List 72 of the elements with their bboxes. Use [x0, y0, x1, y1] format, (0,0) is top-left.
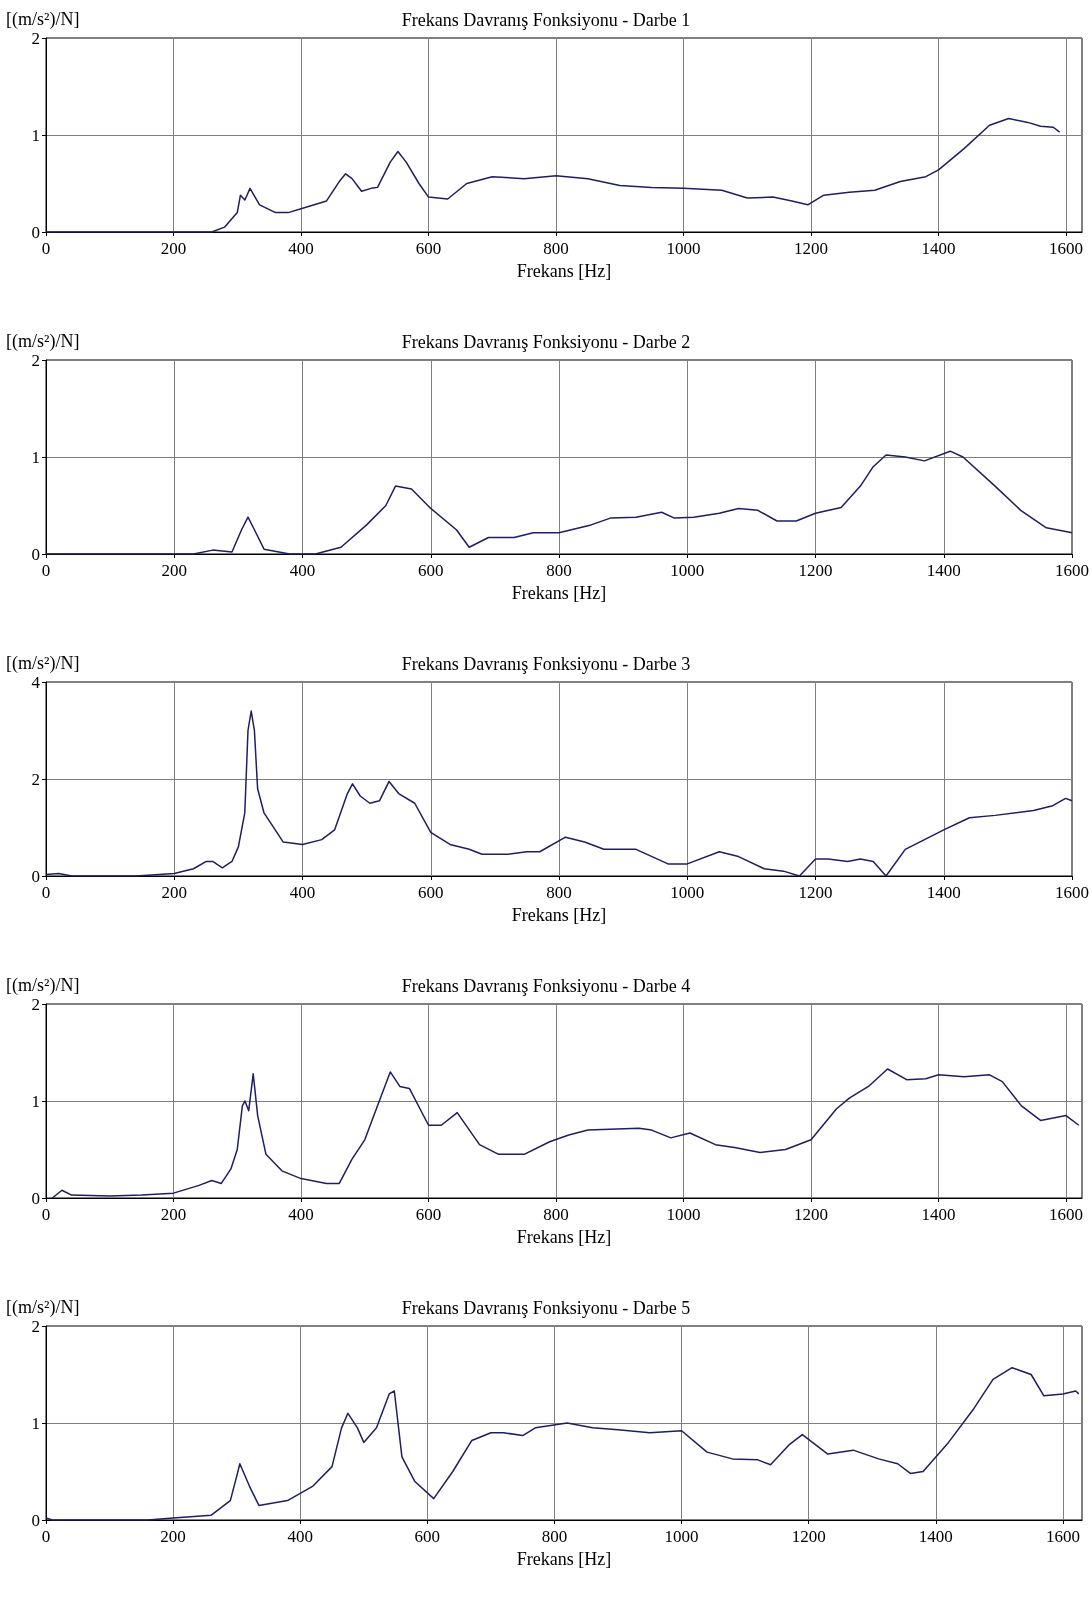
x-tick-label: 600 — [415, 239, 442, 258]
x-tick-label: 800 — [543, 239, 569, 258]
x-tick-label: 200 — [160, 239, 187, 258]
x-tick-label: 200 — [160, 1205, 187, 1224]
x-tick-label: 400 — [289, 883, 316, 902]
x-tick-label: 1000 — [666, 1205, 701, 1224]
x-tick-label: 1600 — [1055, 561, 1089, 580]
line-series — [45, 117, 1061, 233]
chart-title: Frekans Davranış Fonksiyonu - Darbe 2 — [401, 332, 691, 352]
y-tick-label: 2 — [31, 350, 40, 370]
x-tick-label: 200 — [161, 561, 187, 580]
x-tick-label: 800 — [543, 1205, 569, 1224]
x-tick-label: 1600 — [1055, 883, 1089, 902]
x-tick-label: 800 — [546, 883, 572, 902]
x-axis-title: Frekans [Hz] — [511, 905, 607, 925]
y-tick-label: 0 — [31, 544, 40, 564]
x-tick-label: 400 — [289, 561, 316, 580]
x-tick-label: 1600 — [1049, 1205, 1084, 1224]
line-series — [51, 1068, 1080, 1199]
x-axis-title: Frekans [Hz] — [516, 1227, 612, 1247]
x-axis-title: Frekans [Hz] — [516, 261, 612, 281]
x-tick-label: 1600 — [1045, 1527, 1080, 1546]
x-tick-label: 600 — [414, 1527, 441, 1546]
x-tick-label: 1000 — [670, 561, 705, 580]
chart-title: Frekans Davranış Fonksiyonu - Darbe 1 — [401, 10, 691, 30]
y-axis-title: [(m/s²)/N] — [6, 9, 80, 30]
x-tick-label: 1400 — [926, 561, 961, 580]
x-tick-label: 600 — [418, 561, 444, 580]
x-tick-label: 1000 — [664, 1527, 699, 1546]
y-tick-label: 1 — [31, 447, 40, 467]
x-tick-label: 1200 — [791, 1527, 826, 1546]
y-tick-label: 2 — [31, 994, 40, 1014]
chart-title: Frekans Davranış Fonksiyonu - Darbe 5 — [401, 1298, 691, 1318]
y-axis-title: [(m/s²)/N] — [6, 975, 80, 996]
x-tick-label: 1000 — [666, 239, 701, 258]
x-tick-label: 1400 — [921, 1205, 956, 1224]
x-tick-label: 800 — [541, 1527, 568, 1546]
y-tick-label: 0 — [31, 222, 40, 242]
y-tick-label: 0 — [31, 866, 40, 886]
x-tick-label: 400 — [288, 239, 314, 258]
y-tick-label: 2 — [31, 28, 40, 48]
y-axis-title: [(m/s²)/N] — [6, 653, 80, 674]
x-tick-label: 200 — [161, 883, 187, 902]
y-tick-label: 1 — [31, 1413, 40, 1433]
chart-title: Frekans Davranış Fonksiyonu - Darbe 3 — [401, 654, 691, 674]
x-axis-title: Frekans [Hz] — [516, 1549, 612, 1569]
y-tick-label: 1 — [31, 1091, 40, 1111]
x-tick-label: 1400 — [921, 239, 956, 258]
x-tick-label: 1000 — [670, 883, 705, 902]
x-tick-label: 400 — [287, 1527, 313, 1546]
y-tick-label: 0 — [31, 1510, 40, 1530]
x-tick-label: 800 — [546, 561, 572, 580]
x-tick-label: 1400 — [926, 883, 961, 902]
x-tick-label: 200 — [160, 1527, 186, 1546]
y-tick-label: 0 — [31, 1188, 40, 1208]
y-tick-label: 2 — [31, 1316, 40, 1336]
x-tick-label: 1400 — [918, 1527, 953, 1546]
y-tick-label: 4 — [31, 672, 41, 692]
x-tick-label: 1200 — [798, 883, 833, 902]
x-tick-label: 600 — [415, 1205, 442, 1224]
x-tick-label: 400 — [288, 1205, 314, 1224]
x-tick-label: 1200 — [794, 1205, 829, 1224]
y-axis-title: [(m/s²)/N] — [6, 331, 80, 352]
x-tick-label: 1200 — [798, 561, 833, 580]
y-tick-label: 1 — [31, 125, 40, 145]
chart-title: Frekans Davranış Fonksiyonu - Darbe 4 — [401, 976, 691, 996]
x-tick-label: 1200 — [794, 239, 829, 258]
x-tick-label: 1600 — [1049, 239, 1084, 258]
x-tick-label: 600 — [418, 883, 444, 902]
y-axis-title: [(m/s²)/N] — [6, 1297, 80, 1318]
y-tick-label: 2 — [31, 769, 40, 789]
x-axis-title: Frekans [Hz] — [511, 583, 607, 603]
